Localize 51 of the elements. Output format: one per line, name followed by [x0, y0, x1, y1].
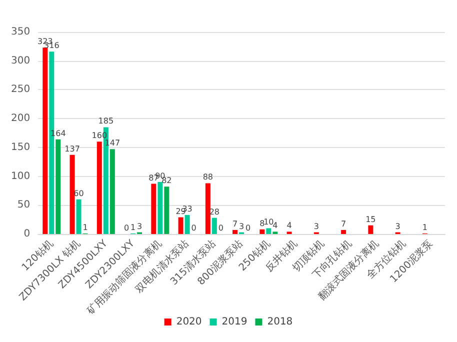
data-label: 7 — [232, 219, 238, 228]
bar — [212, 218, 217, 234]
y-tick-label: 350 — [10, 26, 30, 38]
data-label: 0 — [124, 224, 130, 232]
y-tick-label: 150 — [10, 142, 30, 153]
data-label: 4 — [272, 221, 278, 230]
bar — [110, 149, 115, 234]
bar — [158, 182, 163, 234]
y-tick-label: 100 — [10, 170, 30, 182]
data-label: 1 — [422, 222, 428, 232]
data-label: 88 — [202, 172, 214, 182]
data-label: 3 — [136, 222, 142, 231]
data-label: 3 — [395, 222, 400, 231]
bar — [341, 230, 346, 234]
data-label: 3 — [238, 222, 244, 231]
bar — [178, 217, 184, 234]
bar — [42, 48, 48, 234]
bar — [260, 229, 265, 234]
data-label: 137 — [64, 144, 80, 154]
data-label: 0 — [245, 224, 251, 232]
data-label: 0 — [218, 224, 224, 232]
bar — [76, 199, 82, 234]
bar — [70, 154, 75, 234]
y-tick-label: 50 — [17, 200, 30, 211]
bar — [184, 214, 190, 234]
bar — [164, 186, 170, 234]
legend-label: 2020 — [176, 316, 202, 328]
bar — [266, 228, 272, 234]
y-tick-label: 0 — [24, 228, 30, 240]
data-label: 7 — [341, 219, 346, 228]
data-label: 1 — [130, 222, 136, 232]
data-label: 1 — [82, 222, 88, 232]
bar — [96, 142, 102, 234]
data-label: 3 — [314, 222, 319, 231]
data-label: 185 — [98, 116, 114, 126]
data-label: 8 — [260, 218, 265, 228]
legend-label: 2019 — [222, 316, 248, 328]
data-label: 15 — [366, 214, 376, 224]
bar — [151, 184, 156, 234]
data-label: 82 — [162, 176, 172, 186]
bar — [205, 183, 210, 234]
y-tick-label: 250 — [10, 84, 30, 96]
legend-label: 2018 — [267, 316, 293, 328]
y-tick-label: 200 — [10, 113, 30, 124]
bar — [56, 139, 61, 234]
y-tick-label: 300 — [10, 55, 30, 66]
data-label: 10 — [264, 218, 274, 227]
bar — [232, 230, 238, 234]
data-label: 0 — [191, 224, 196, 232]
data-label: 4 — [286, 221, 292, 230]
bar — [368, 225, 374, 234]
